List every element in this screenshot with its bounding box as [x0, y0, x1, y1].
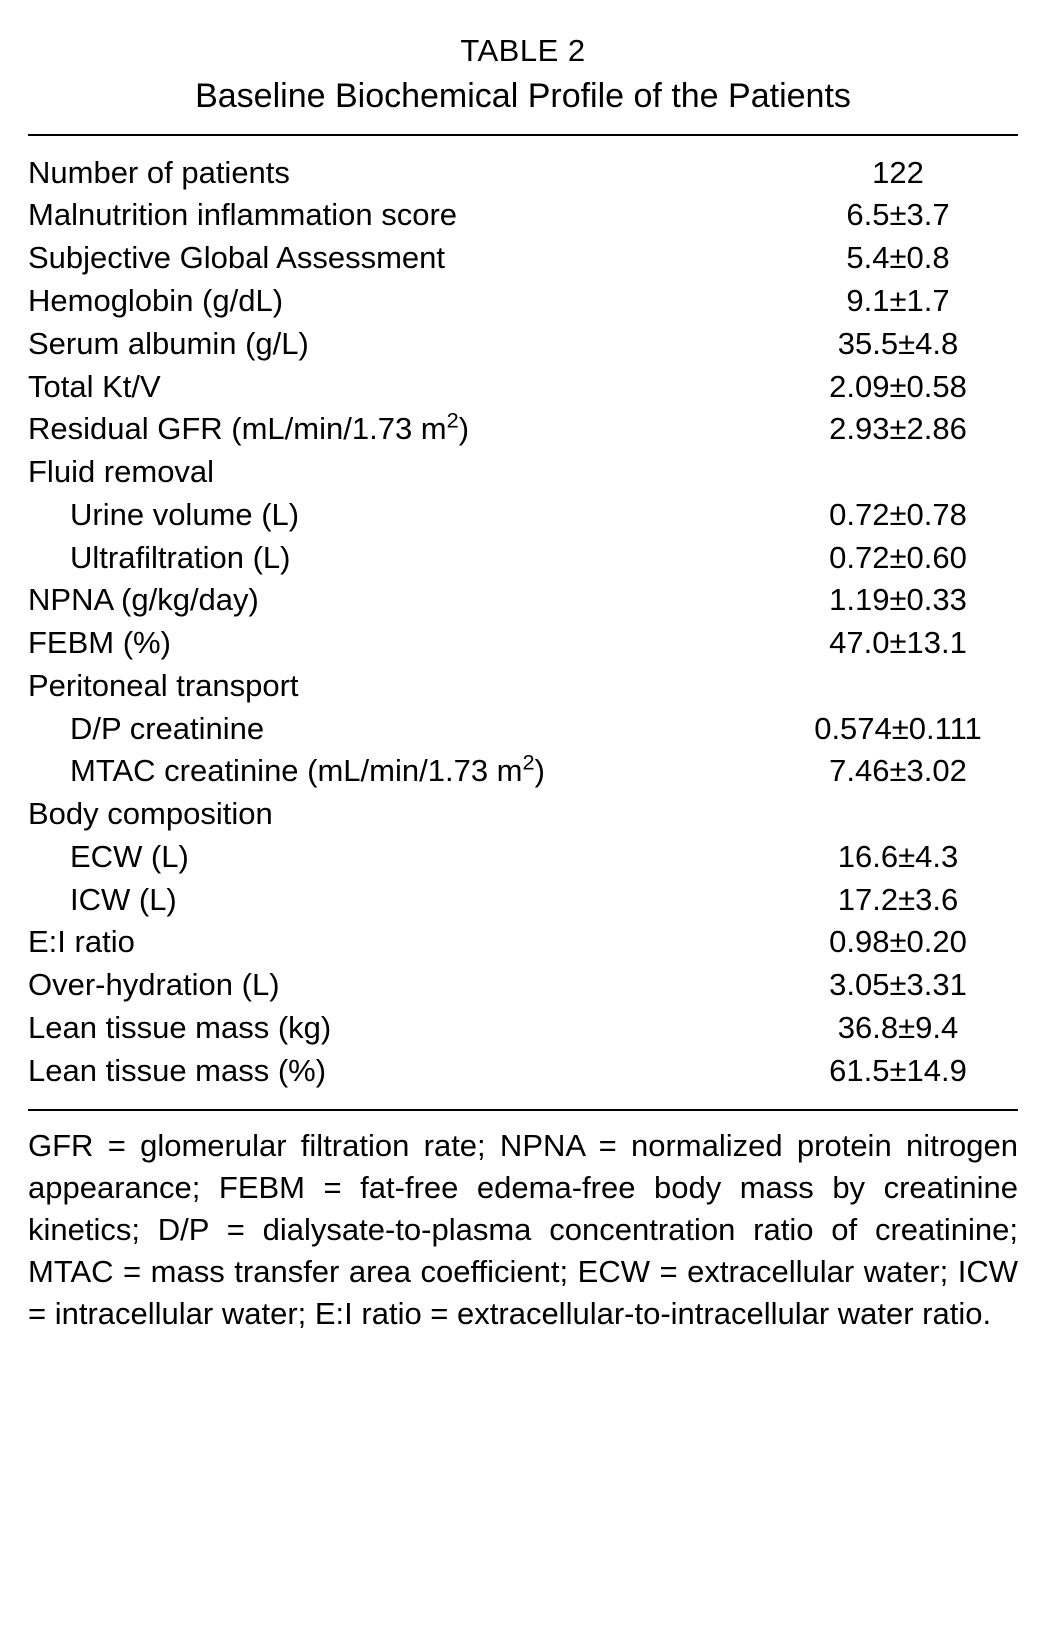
row-value: 0.72±0.60	[778, 537, 1018, 580]
table-row: Lean tissue mass (kg) 36.8±9.4	[28, 1007, 1018, 1050]
table-row: FEBM (%) 47.0±13.1	[28, 622, 1018, 665]
table-row: Residual GFR (mL/min/1.73 m2) 2.93±2.86	[28, 408, 1018, 451]
row-label: Over-hydration (L)	[28, 964, 280, 1007]
row-label: Serum albumin (g/L)	[28, 323, 309, 366]
row-label: Malnutrition inflammation score	[28, 194, 457, 237]
table-row: Serum albumin (g/L) 35.5±4.8	[28, 323, 1018, 366]
row-label: Residual GFR (mL/min/1.73 m2)	[28, 408, 469, 451]
table-row: Body composition	[28, 793, 1018, 836]
row-label: Hemoglobin (g/dL)	[28, 280, 283, 323]
row-value: 0.72±0.78	[778, 494, 1018, 537]
table-title: Baseline Biochemical Profile of the Pati…	[28, 73, 1018, 120]
row-value: 16.6±4.3	[778, 836, 1018, 879]
row-value: 36.8±9.4	[778, 1007, 1018, 1050]
row-value: 1.19±0.33	[778, 579, 1018, 622]
table-row: Total Kt/V 2.09±0.58	[28, 366, 1018, 409]
row-label: Lean tissue mass (kg)	[28, 1007, 331, 1050]
row-value: 9.1±1.7	[778, 280, 1018, 323]
table-row: MTAC creatinine (mL/min/1.73 m2) 7.46±3.0…	[28, 750, 1018, 793]
row-value: 6.5±3.7	[778, 194, 1018, 237]
table-row: ECW (L) 16.6±4.3	[28, 836, 1018, 879]
row-label: Urine volume (L)	[28, 494, 299, 537]
top-rule	[28, 134, 1018, 136]
row-label: ECW (L)	[28, 836, 189, 879]
table-row: Urine volume (L) 0.72±0.78	[28, 494, 1018, 537]
row-label: D/P creatinine	[28, 708, 264, 751]
bottom-rule	[28, 1109, 1018, 1111]
row-label: Ultrafiltration (L)	[28, 537, 291, 580]
row-label: FEBM (%)	[28, 622, 171, 665]
table-row: Subjective Global Assessment 5.4±0.8	[28, 237, 1018, 280]
row-label: Total Kt/V	[28, 366, 161, 409]
row-value: 47.0±13.1	[778, 622, 1018, 665]
row-label: Lean tissue mass (%)	[28, 1050, 326, 1093]
table-row: Lean tissue mass (%) 61.5±14.9	[28, 1050, 1018, 1093]
table-row: Peritoneal transport	[28, 665, 1018, 708]
row-value: 0.98±0.20	[778, 921, 1018, 964]
table-body: Number of patients122Malnutrition inflam…	[28, 146, 1018, 1099]
row-label: Fluid removal	[28, 451, 214, 494]
row-value: 122	[778, 152, 1018, 195]
row-value: 61.5±14.9	[778, 1050, 1018, 1093]
table-row: Over-hydration (L) 3.05±3.31	[28, 964, 1018, 1007]
row-label: NPNA (g/kg/day)	[28, 579, 259, 622]
row-value: 2.93±2.86	[778, 408, 1018, 451]
table-row: Malnutrition inflammation score 6.5±3.7	[28, 194, 1018, 237]
row-label: Subjective Global Assessment	[28, 237, 445, 280]
table-row: Fluid removal	[28, 451, 1018, 494]
row-value: 7.46±3.02	[778, 750, 1018, 793]
table-footnote: GFR = glomerular filtration rate; NPNA =…	[28, 1125, 1018, 1336]
table-number: TABLE 2	[28, 30, 1018, 73]
row-value: 2.09±0.58	[778, 366, 1018, 409]
row-value: 35.5±4.8	[778, 323, 1018, 366]
table-row: ICW (L) 17.2±3.6	[28, 879, 1018, 922]
row-value: 3.05±3.31	[778, 964, 1018, 1007]
row-label: Body composition	[28, 793, 273, 836]
table-row: Ultrafiltration (L) 0.72±0.60	[28, 537, 1018, 580]
row-value: 17.2±3.6	[778, 879, 1018, 922]
row-label: Peritoneal transport	[28, 665, 299, 708]
table-row: NPNA (g/kg/day) 1.19±0.33	[28, 579, 1018, 622]
row-label: Number of patients	[28, 152, 290, 195]
table-row: E:I ratio 0.98±0.20	[28, 921, 1018, 964]
row-label: E:I ratio	[28, 921, 135, 964]
row-label: MTAC creatinine (mL/min/1.73 m2)	[28, 750, 545, 793]
row-label: ICW (L)	[28, 879, 177, 922]
row-value: 0.574±0.111	[778, 708, 1018, 751]
table-row: Hemoglobin (g/dL) 9.1±1.7	[28, 280, 1018, 323]
row-value: 5.4±0.8	[778, 237, 1018, 280]
table-row: Number of patients 122	[28, 152, 1018, 195]
table-row: D/P creatinine 0.574±0.111	[28, 708, 1018, 751]
